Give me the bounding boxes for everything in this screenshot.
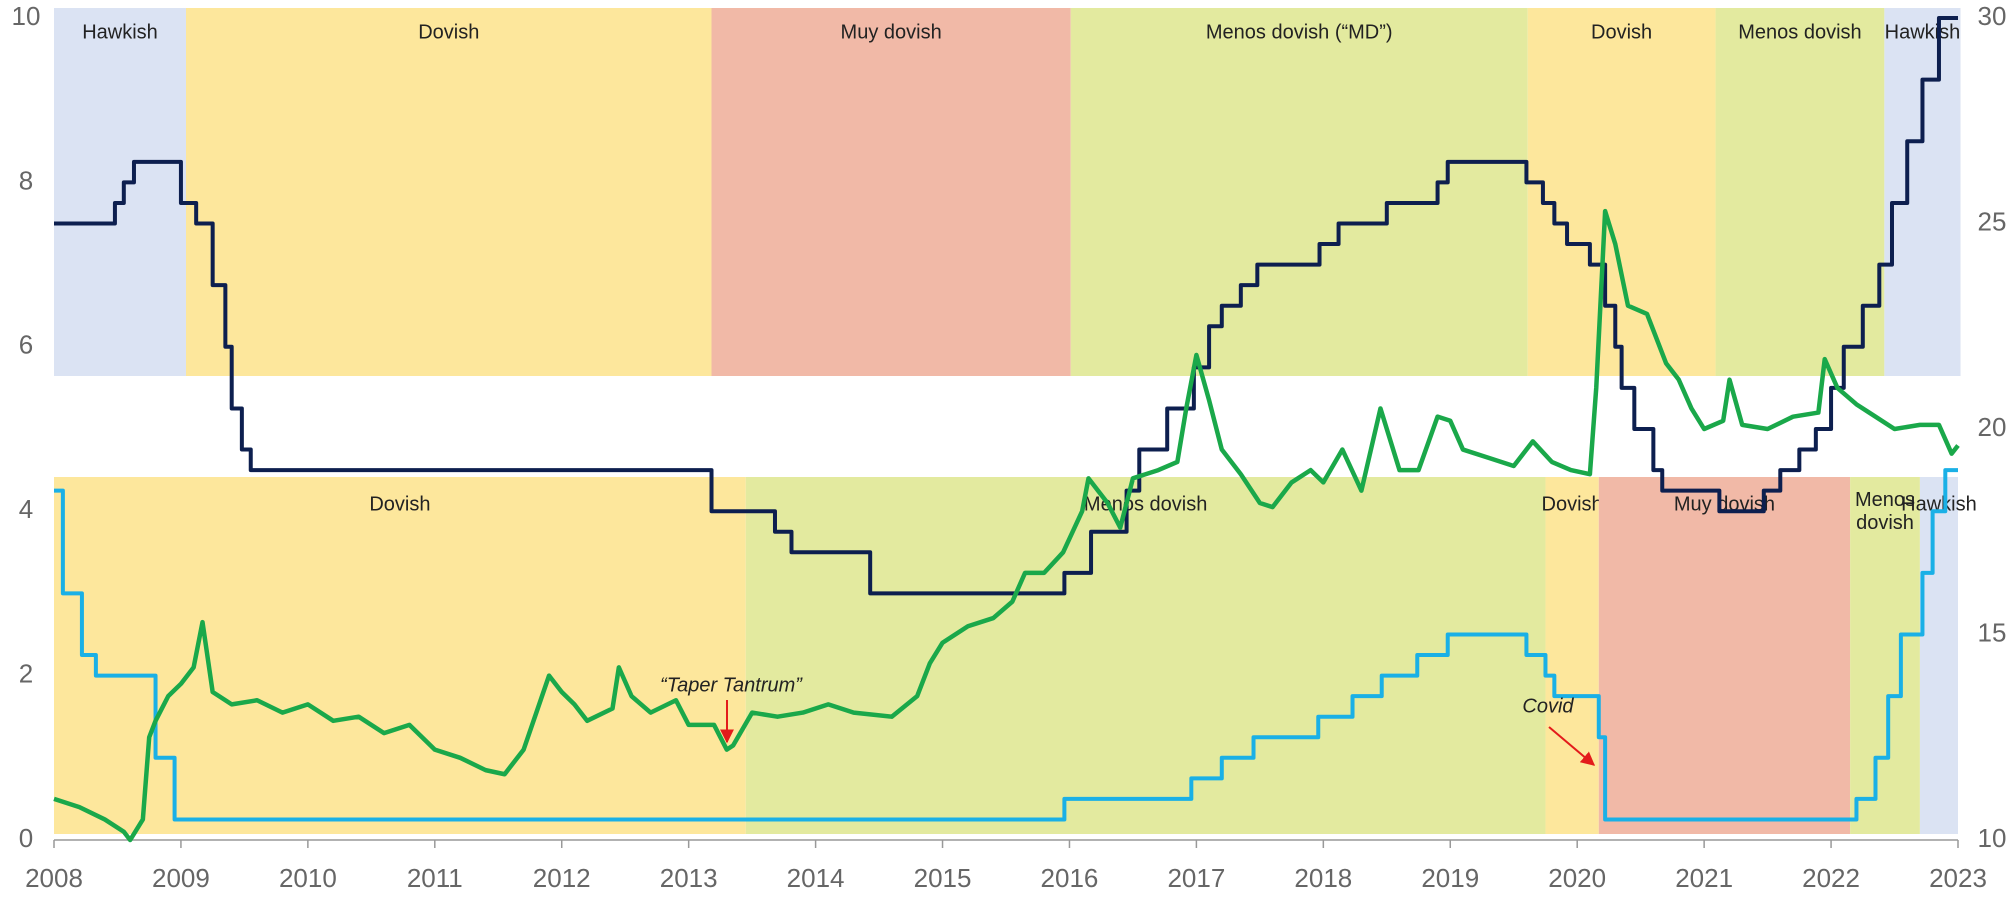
x-tick-label: 2019 xyxy=(1421,863,1479,893)
regime-band xyxy=(1715,8,1885,376)
x-tick-label: 2012 xyxy=(533,863,591,893)
regime-band xyxy=(745,477,1546,834)
y-tick-label: 2 xyxy=(19,658,33,688)
y-tick-label: 8 xyxy=(19,165,33,195)
step-line xyxy=(54,16,1958,596)
regime-band xyxy=(1850,477,1920,834)
x-tick-label: 2009 xyxy=(152,863,210,893)
y-tick-label: 0 xyxy=(19,823,33,853)
annotation: Covid xyxy=(1522,695,1574,717)
band-label: Dovish xyxy=(418,21,479,43)
band-label: Dovish xyxy=(1542,493,1603,515)
regime-band xyxy=(54,8,187,376)
band-label: Dovish xyxy=(1591,21,1652,43)
x-tick-label: 2013 xyxy=(660,863,718,893)
x-tick-label: 2023 xyxy=(1929,863,1987,893)
band-label: Hawkish xyxy=(1885,21,1961,43)
y2-tick-label: 25 xyxy=(1978,206,2007,236)
band-label: Hawkish xyxy=(1901,493,1977,515)
band-label: Dovish xyxy=(369,493,430,515)
regime-band xyxy=(1884,8,1961,376)
x-tick-label: 2017 xyxy=(1167,863,1225,893)
step-line xyxy=(54,468,1958,822)
annotation: “Taper Tantrum” xyxy=(660,674,803,696)
x-tick-label: 2020 xyxy=(1548,863,1606,893)
x-tick-label: 2016 xyxy=(1041,863,1099,893)
regime-band xyxy=(1598,477,1851,834)
x-tick-label: 2018 xyxy=(1294,863,1352,893)
band-label: Menos dovish xyxy=(1738,21,1861,43)
y2-tick-label: 10 xyxy=(1978,823,2007,853)
regime-band xyxy=(186,8,712,376)
band-label: Menos dovish (“MD”) xyxy=(1206,21,1393,43)
x-tick-label: 2022 xyxy=(1802,863,1860,893)
y-tick-label: 4 xyxy=(19,494,33,524)
band-label: Menos dovish xyxy=(1855,489,1915,534)
band-label: Menos dovish xyxy=(1084,493,1207,515)
regime-band xyxy=(711,8,1071,376)
x-tick-label: 2010 xyxy=(279,863,337,893)
regime-band xyxy=(1070,8,1528,376)
regime-band xyxy=(1545,477,1599,834)
y-tick-label: 10 xyxy=(12,1,41,31)
x-tick-label: 2015 xyxy=(914,863,972,893)
regime-band xyxy=(54,477,746,834)
x-tick-label: 2014 xyxy=(787,863,845,893)
y-tick-label: 6 xyxy=(19,330,33,360)
line xyxy=(53,208,1960,843)
x-tick-label: 2011 xyxy=(407,863,463,893)
annotation-arrow xyxy=(1548,726,1596,766)
y2-tick-label: 15 xyxy=(1978,617,2007,647)
x-tick-label: 2021 xyxy=(1675,863,1733,893)
regime-band xyxy=(1919,477,1958,834)
band-label: Hawkish xyxy=(82,21,158,43)
y2-tick-label: 30 xyxy=(1978,1,2007,31)
y2-tick-label: 20 xyxy=(1978,412,2007,442)
x-tick-label: 2008 xyxy=(25,863,83,893)
regime-band xyxy=(1527,8,1716,376)
band-label: Muy dovish xyxy=(841,21,942,43)
